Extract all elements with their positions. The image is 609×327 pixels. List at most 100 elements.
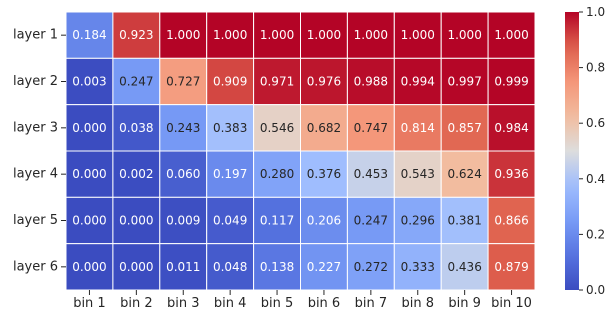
- colorbar-tick-label: 0.8: [586, 61, 605, 75]
- cell-value-label: 0.453: [354, 167, 388, 181]
- cell-value-label: 0.984: [494, 121, 528, 135]
- heatmap-cell: [393, 196, 442, 245]
- cell-value-label: 0.184: [72, 28, 106, 42]
- cell-value-label: 0.543: [401, 167, 435, 181]
- cell-value-label: 0.197: [213, 167, 247, 181]
- cell-value-label: 0.000: [72, 214, 106, 228]
- y-tick-label: layer 1: [13, 28, 58, 43]
- cell-value-label: 0.000: [72, 167, 106, 181]
- heatmap-cell: [65, 104, 114, 152]
- heatmap-cell: [300, 243, 348, 291]
- heatmap-cell: [206, 57, 255, 106]
- heatmap-cell: [487, 150, 536, 198]
- cell-value-label: 0.048: [213, 260, 247, 274]
- x-tick-label: bin 6: [308, 296, 341, 311]
- cell-value-label: 1.000: [447, 28, 481, 42]
- heatmap-cell: [487, 104, 536, 152]
- heatmap-cell: [159, 243, 208, 291]
- heatmap-cell: [159, 104, 208, 152]
- heatmap-cell: [440, 57, 489, 106]
- cell-value-label: 0.003: [72, 75, 106, 89]
- y-tick-label: layer 2: [13, 74, 58, 89]
- cell-value-label: 0.971: [260, 75, 294, 89]
- cell-value-label: 0.247: [119, 75, 153, 89]
- cell-value-label: 0.546: [260, 121, 294, 135]
- cell-value-label: 0.049: [213, 214, 247, 228]
- heatmap-cell: [487, 57, 536, 106]
- y-tick-label: layer 4: [13, 167, 58, 182]
- cell-value-label: 0.117: [260, 214, 294, 228]
- heatmap-cell: [300, 150, 348, 198]
- cell-value-label: 0.383: [213, 121, 247, 135]
- heatmap-cell: [393, 104, 442, 152]
- cell-value-label: 0.682: [307, 121, 341, 135]
- heatmap-cell-labels: 0.184 0.923 1.000 1.000 1.000 1.000 1.000 1.000…: [72, 28, 528, 274]
- cell-value-label: 0.296: [401, 214, 435, 228]
- x-tick-label: bin 4: [214, 296, 247, 311]
- cell-value-label: 0.011: [166, 260, 200, 274]
- x-tick-label: bin 9: [448, 296, 481, 311]
- cell-value-label: 0.272: [354, 260, 388, 274]
- heatmap-cell: [300, 11, 348, 59]
- cell-value-label: 0.727: [166, 75, 200, 89]
- heatmap-cell: [440, 150, 489, 198]
- cell-value-label: 0.624: [447, 167, 481, 181]
- heatmap-cell: [346, 57, 395, 106]
- heatmap-cell: [487, 11, 536, 59]
- cell-value-label: 0.909: [213, 75, 247, 89]
- heatmap-cell: [206, 243, 255, 291]
- cell-value-label: 0.936: [494, 167, 528, 181]
- cell-value-label: 1.000: [401, 28, 435, 42]
- heatmap-cell: [440, 243, 489, 291]
- cell-value-label: 0.060: [166, 167, 200, 181]
- heatmap-cell: [253, 196, 302, 245]
- cell-value-label: 0.376: [307, 167, 341, 181]
- heatmap-cell: [487, 196, 536, 245]
- heatmap-cell: [65, 11, 114, 59]
- cell-value-label: 0.997: [447, 75, 481, 89]
- x-tick-label: bin 1: [73, 296, 106, 311]
- heatmap-cell: [440, 196, 489, 245]
- cell-value-label: 0.436: [447, 260, 481, 274]
- cell-value-label: 0.857: [447, 121, 481, 135]
- colorbar: 0.0 0.2 0.4 0.6 0.8 1.0: [565, 5, 605, 297]
- heatmap-cell: [65, 150, 114, 198]
- cell-value-label: 0.866: [494, 214, 528, 228]
- cell-value-label: 1.000: [166, 28, 200, 42]
- cell-value-label: 1.000: [260, 28, 294, 42]
- heatmap-cell: [393, 57, 442, 106]
- cell-value-label: 0.247: [354, 214, 388, 228]
- heatmap-cell: [253, 243, 302, 291]
- colorbar-tick-label: 0.6: [586, 116, 605, 130]
- x-tick-label: bin 7: [355, 296, 388, 311]
- y-tick-label: layer 5: [13, 213, 58, 228]
- y-axis: layer 1 layer 2 layer 3 layer 4 layer 5 layer…: [13, 28, 66, 274]
- cell-value-label: 0.138: [260, 260, 294, 274]
- cell-value-label: 0.333: [401, 260, 435, 274]
- colorbar-tick-label: 0.4: [586, 172, 605, 186]
- cell-value-label: 0.206: [307, 214, 341, 228]
- heatmap-cell: [112, 57, 161, 106]
- y-tick-label: layer 6: [13, 259, 58, 274]
- heatmap-cells: [65, 11, 536, 291]
- cell-value-label: 1.000: [213, 28, 247, 42]
- heatmap-cell: [112, 11, 161, 59]
- cell-value-label: 0.814: [401, 121, 435, 135]
- x-tick-label: bin 2: [120, 296, 153, 311]
- colorbar-tick-label: 0.0: [586, 283, 605, 297]
- cell-value-label: 0.243: [166, 121, 200, 135]
- cell-value-label: 0.227: [307, 260, 341, 274]
- heatmap-cell: [393, 11, 442, 59]
- cell-value-label: 0.000: [119, 214, 153, 228]
- heatmap-cell: [65, 243, 114, 291]
- cell-value-label: 0.747: [354, 121, 388, 135]
- heatmap-cell: [112, 196, 161, 245]
- cell-value-label: 1.000: [494, 28, 528, 42]
- x-tick-label: bin 5: [261, 296, 294, 311]
- colorbar-tick-label: 0.2: [586, 227, 605, 241]
- cell-value-label: 0.000: [72, 260, 106, 274]
- cell-value-label: 0.999: [494, 75, 528, 89]
- x-tick-label: bin 3: [167, 296, 200, 311]
- heatmap-cell: [346, 150, 395, 198]
- x-tick-label: bin 8: [401, 296, 434, 311]
